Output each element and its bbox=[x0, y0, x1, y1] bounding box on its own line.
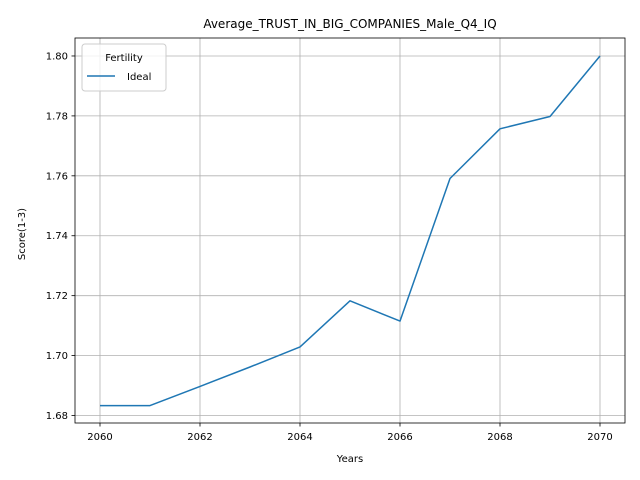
plot-frame bbox=[74, 37, 626, 424]
y-tick-label: 1.76 bbox=[46, 171, 68, 182]
series-line-ideal bbox=[100, 55, 601, 407]
legend: Fertility Ideal bbox=[81, 43, 167, 92]
y-tick-label: 1.72 bbox=[46, 291, 68, 302]
y-axis-ticks: 1.68 1.70 1.72 1.74 1.76 1.78 1.80 bbox=[46, 51, 75, 422]
y-tick-label: 1.68 bbox=[46, 411, 68, 422]
y-axis-label: Score(1-3) bbox=[17, 208, 28, 260]
x-tick-label: 2064 bbox=[287, 432, 312, 443]
y-tick-label: 1.74 bbox=[46, 231, 68, 242]
x-tick-label: 2062 bbox=[187, 432, 212, 443]
legend-label-ideal: Ideal bbox=[127, 72, 151, 83]
x-tick-label: 2070 bbox=[587, 432, 612, 443]
x-tick-label: 2068 bbox=[487, 432, 512, 443]
chart-title: Average_TRUST_IN_BIG_COMPANIES_Male_Q4_I… bbox=[203, 17, 496, 31]
legend-box bbox=[81, 43, 167, 92]
y-tick-label: 1.80 bbox=[46, 51, 68, 62]
y-tick-label: 1.78 bbox=[46, 111, 68, 122]
legend-title: Fertility bbox=[105, 53, 143, 64]
x-axis-label: Years bbox=[336, 454, 363, 465]
y-tick-label: 1.70 bbox=[46, 351, 68, 362]
series-layer bbox=[100, 55, 601, 407]
grid bbox=[75, 38, 625, 423]
x-tick-label: 2066 bbox=[387, 432, 412, 443]
x-tick-label: 2060 bbox=[87, 432, 112, 443]
x-axis-ticks: 2060 2062 2064 2066 2068 2070 bbox=[87, 423, 613, 443]
